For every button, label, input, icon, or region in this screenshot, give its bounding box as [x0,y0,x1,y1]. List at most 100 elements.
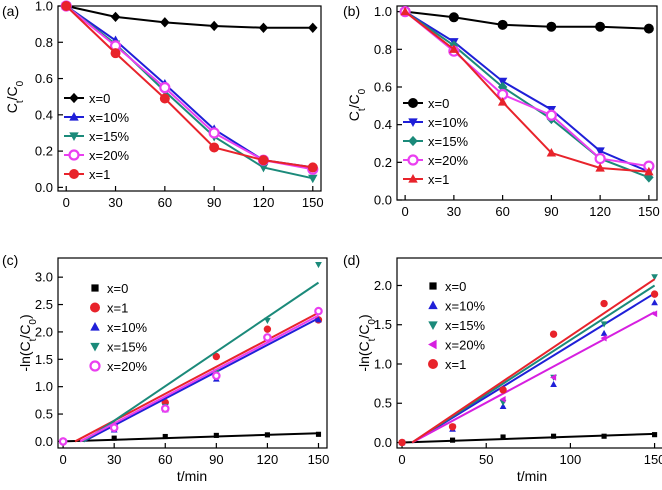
legend-label: x=1 [107,301,128,316]
x-tick-label: 30 [447,204,461,219]
panel-label-b: (b) [343,3,360,19]
x-axis-label-c: t/min [177,468,207,484]
fit-line [411,278,656,444]
data-point [208,127,220,139]
legend-marker [90,302,100,313]
legend-marker [408,135,418,147]
legend-marker [91,284,99,292]
legend-label: x=10% [89,110,130,125]
y-tick-label: 1.0 [374,356,392,371]
data-point [58,437,68,446]
data-point [594,152,606,165]
legend-label: x=1 [445,357,466,372]
data-point [546,147,557,157]
y-tick-label: 2.0 [374,278,392,293]
y-tick-label: 1.0 [374,4,392,19]
legend-label: x=15% [428,134,469,149]
legend-marker [69,169,79,179]
legend-marker [408,118,418,127]
data-point [160,17,170,28]
legend-marker [89,360,101,372]
data-point [644,172,654,183]
data-point [263,325,272,333]
legend-label: x=20% [428,153,469,168]
data-point [264,432,270,438]
series-line [404,10,649,173]
data-point [258,163,269,173]
data-point [644,166,654,176]
data-point [159,93,170,104]
x-tick-label: 120 [253,195,275,210]
data-point [307,162,318,173]
fit-line [411,292,656,444]
data-point [61,1,72,11]
y-tick-label: 2.5 [35,297,53,312]
data-point [499,395,506,403]
data-point [162,433,168,440]
y-tick-label: 0.6 [35,71,53,86]
panel-label-a: (a) [2,3,19,19]
data-point [497,19,508,30]
x-tick-label: 30 [107,452,121,467]
x-tick-label: 30 [108,195,122,210]
legend-marker [407,154,419,166]
legend-marker [90,342,100,352]
y-tick-label: 0.5 [374,396,392,411]
legend-label: x=15% [89,129,130,144]
chart-panel-c: -ln(Ct/C0) t/min 0 30 60 90 120 150 0.0 0.5 1.0 1… [17,257,329,484]
data-point [651,299,658,306]
legend-marker [68,149,80,161]
data-point [314,306,323,316]
data-point [546,21,557,32]
data-point [400,6,410,16]
y-tick-label: 1.5 [374,317,392,332]
data-point [209,20,219,32]
x-tick-label: 60 [158,452,172,467]
data-point [109,423,119,433]
legend-marker [429,282,437,290]
legend-label: x=20% [107,359,148,374]
fit-line [411,311,656,444]
x-tick-label: 120 [589,204,611,219]
data-point [595,147,605,156]
data-point [595,163,605,172]
y-tick-label: 2.0 [35,324,53,339]
y-tick-label: 0.2 [374,155,392,170]
x-tick-label: 150 [644,452,662,467]
data-point [449,437,456,443]
data-point [595,21,606,32]
data-point [500,434,506,440]
data-point [110,11,121,23]
data-point [213,432,219,438]
data-point [315,431,322,437]
data-point [111,435,117,441]
chart-panel-d: -ln(Ct/C0) t/min 0 50 100 150 0.0 0.5 1.0 1.5 2.… [356,257,662,484]
data-point [159,82,171,94]
fit-line [83,317,319,443]
legend-label: x=0 [107,281,128,296]
y-tick-label: 0.8 [374,42,392,57]
x-tick-label: 0 [63,195,70,210]
legend-marker [428,339,437,350]
legend-label: x=1 [89,167,110,182]
data-point [651,274,658,281]
legend-label: x=10% [445,299,486,314]
y-axis-label-a: Ct/C0 [4,80,26,113]
data-point [160,404,170,413]
data-point [308,22,318,33]
data-point [497,97,508,106]
series-line [65,5,313,180]
data-point [449,44,459,53]
data-point [600,329,608,336]
legend-label: x=20% [445,338,486,353]
y-tick-label: 0.6 [374,79,392,94]
legend-marker [408,98,418,108]
data-point [551,433,557,439]
x-tick-label: 0 [402,204,409,219]
y-tick-label: 0.2 [35,144,53,159]
legend-label: x=10% [107,320,148,335]
series-line [404,10,650,173]
y-tick-label: 3.0 [35,270,53,285]
fit-line [402,432,655,444]
y-tick-label: 0.0 [35,180,53,195]
